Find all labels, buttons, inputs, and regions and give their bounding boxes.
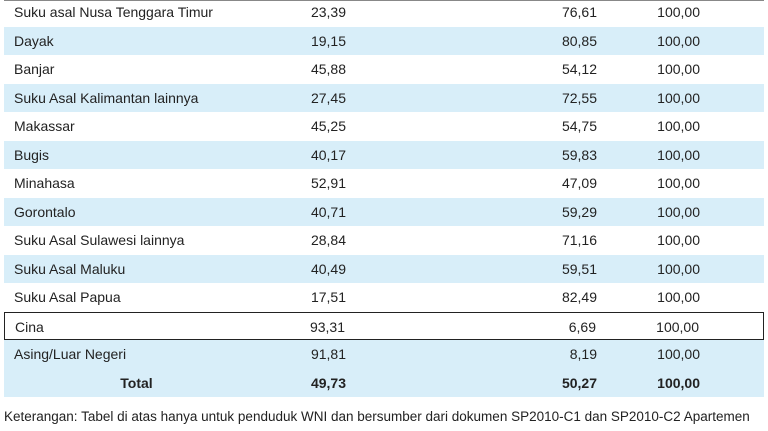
row-label: Suku Asal Kalimantan lainnya — [14, 89, 199, 106]
cell-value: 100,00 — [657, 232, 700, 248]
cell-value: 71,16 — [561, 232, 597, 248]
cell-value: 54,75 — [561, 118, 597, 134]
cell-value: 40,71 — [310, 203, 346, 220]
table-border — [4, 0, 764, 1]
cell-value: 17,51 — [310, 289, 346, 305]
table-row: Makassar 45,25 54,75 100,00 — [4, 112, 764, 141]
table-row: Gorontalo 40,71 59,29 100,00 — [4, 197, 764, 226]
cell-value: 100,00 — [657, 289, 700, 305]
row-label: Gorontalo — [14, 203, 76, 220]
cell-value: 8,19 — [569, 346, 597, 362]
table-row: Cina 93,31 6,69 100,00 — [4, 311, 764, 340]
table-row: Minahasa 52,91 47,09 100,00 — [4, 169, 764, 198]
cell-value: 40,17 — [310, 146, 346, 163]
row-label: Asing/Luar Negeri — [14, 346, 127, 362]
cell-value: 27,45 — [310, 89, 346, 106]
table-row: Asing/Luar Negeri 91,81 8,19 100,00 — [4, 340, 764, 369]
cell-value: 6,69 — [568, 318, 596, 335]
row-label: Suku Asal Papua — [14, 289, 121, 305]
cell-value: 40,49 — [310, 260, 346, 277]
cell-value: 82,49 — [561, 289, 597, 305]
table-row: Suku Asal Maluku 40,49 59,51 100,00 — [4, 254, 764, 283]
row-label: Makassar — [14, 118, 75, 134]
table-row: Banjar 45,88 54,12 100,00 — [4, 55, 764, 84]
cell-value: 59,83 — [561, 146, 597, 163]
cell-value: 52,91 — [310, 175, 346, 191]
cell-value: 45,88 — [310, 61, 346, 77]
cell-value: 100,00 — [657, 61, 700, 77]
cell-value: 100,00 — [657, 89, 700, 106]
table-row: Dayak 19,15 80,85 100,00 — [4, 26, 764, 55]
row-label: Cina — [15, 318, 44, 335]
row-label: Banjar — [14, 61, 55, 77]
row-label: Suku Asal Sulawesi lainnya — [14, 232, 185, 248]
cell-value: 76,61 — [561, 4, 597, 20]
table-row: Suku Asal Papua 17,51 82,49 100,00 — [4, 283, 764, 312]
cell-value: 100,00 — [657, 203, 700, 220]
cell-value: 45,25 — [310, 118, 346, 134]
row-label: Total — [120, 374, 153, 391]
row-label: Minahasa — [14, 175, 75, 191]
row-label: Bugis — [14, 146, 50, 163]
table-row: Suku Asal Kalimantan lainnya 27,45 72,55 10… — [4, 83, 764, 112]
cell-value: 72,55 — [561, 89, 597, 106]
cell-value: 23,39 — [310, 4, 346, 20]
cell-value: 59,51 — [561, 260, 597, 277]
cell-value: 54,12 — [561, 61, 597, 77]
total-row: Total 49,73 50,27 100,00 — [4, 368, 764, 397]
cell-value: 19,15 — [310, 32, 346, 49]
cell-value: 100,00 — [657, 118, 700, 134]
cell-value: 80,85 — [561, 32, 597, 49]
table-row: Bugis 40,17 59,83 100,00 — [4, 140, 764, 169]
footnote: Keterangan: Tabel di atas hanya untuk pe… — [4, 409, 750, 424]
table-row: Suku Asal Sulawesi lainnya 28,84 71,16 100,… — [4, 226, 764, 255]
cell-value: 100,00 — [657, 374, 700, 391]
cell-value: 100,00 — [657, 346, 700, 362]
cell-value: 50,27 — [561, 374, 597, 391]
cell-value: 59,29 — [561, 203, 597, 220]
cell-value: 49,73 — [310, 374, 346, 391]
cell-value: 100,00 — [657, 175, 700, 191]
row-label: Suku asal Nusa Tenggara Timur — [14, 4, 213, 20]
cell-value: 100,00 — [656, 318, 699, 335]
cell-value: 93,31 — [309, 318, 345, 335]
row-label: Suku Asal Maluku — [14, 260, 126, 277]
table-row: Suku asal Nusa Tenggara Timur 23,39 76,61 1… — [4, 0, 764, 27]
cell-value: 91,81 — [310, 346, 346, 362]
cell-value: 100,00 — [657, 146, 700, 163]
row-label: Dayak — [14, 32, 54, 49]
cell-value: 47,09 — [561, 175, 597, 191]
cell-value: 100,00 — [657, 4, 700, 20]
cell-value: 100,00 — [657, 32, 700, 49]
cell-value: 100,00 — [657, 260, 700, 277]
cell-value: 28,84 — [310, 232, 346, 248]
